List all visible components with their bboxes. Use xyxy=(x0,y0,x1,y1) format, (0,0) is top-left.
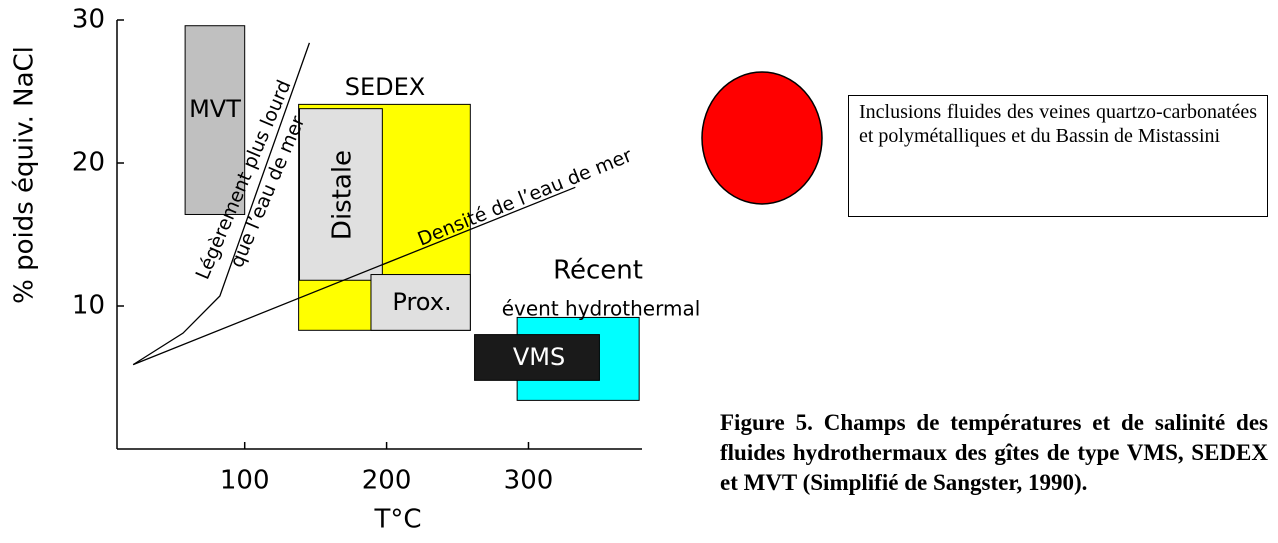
x-tick-label: 100 xyxy=(220,466,270,496)
line xyxy=(132,186,576,366)
x-tick-label: 300 xyxy=(504,466,554,496)
annotation: évent hydrothermal xyxy=(502,297,701,321)
x-axis-label: T°C xyxy=(373,505,421,535)
region-label: Distale xyxy=(328,150,358,240)
legend-ellipse xyxy=(701,71,823,205)
region-label: Récent xyxy=(553,256,643,286)
x-tick-label: 200 xyxy=(362,466,412,496)
line xyxy=(132,42,311,366)
y-tick-label: 30 xyxy=(72,5,105,35)
plot xyxy=(184,25,640,401)
legend-box: Inclusions fluides des veines quartzo-ca… xyxy=(848,95,1268,217)
region xyxy=(370,274,471,331)
region xyxy=(184,25,246,215)
y-tick-label: 10 xyxy=(72,291,105,321)
region xyxy=(474,334,600,381)
caption: Figure 5. Champs de températures et de s… xyxy=(720,410,1268,495)
region-label: MVT xyxy=(189,95,241,123)
region-label: Prox. xyxy=(392,288,451,316)
region-label: SEDEX xyxy=(345,73,425,101)
region xyxy=(298,108,383,281)
y-axis-label: % poids équiv. NaCl xyxy=(10,46,40,304)
region-label: VMS xyxy=(513,343,565,371)
y-tick-label: 20 xyxy=(72,148,105,178)
